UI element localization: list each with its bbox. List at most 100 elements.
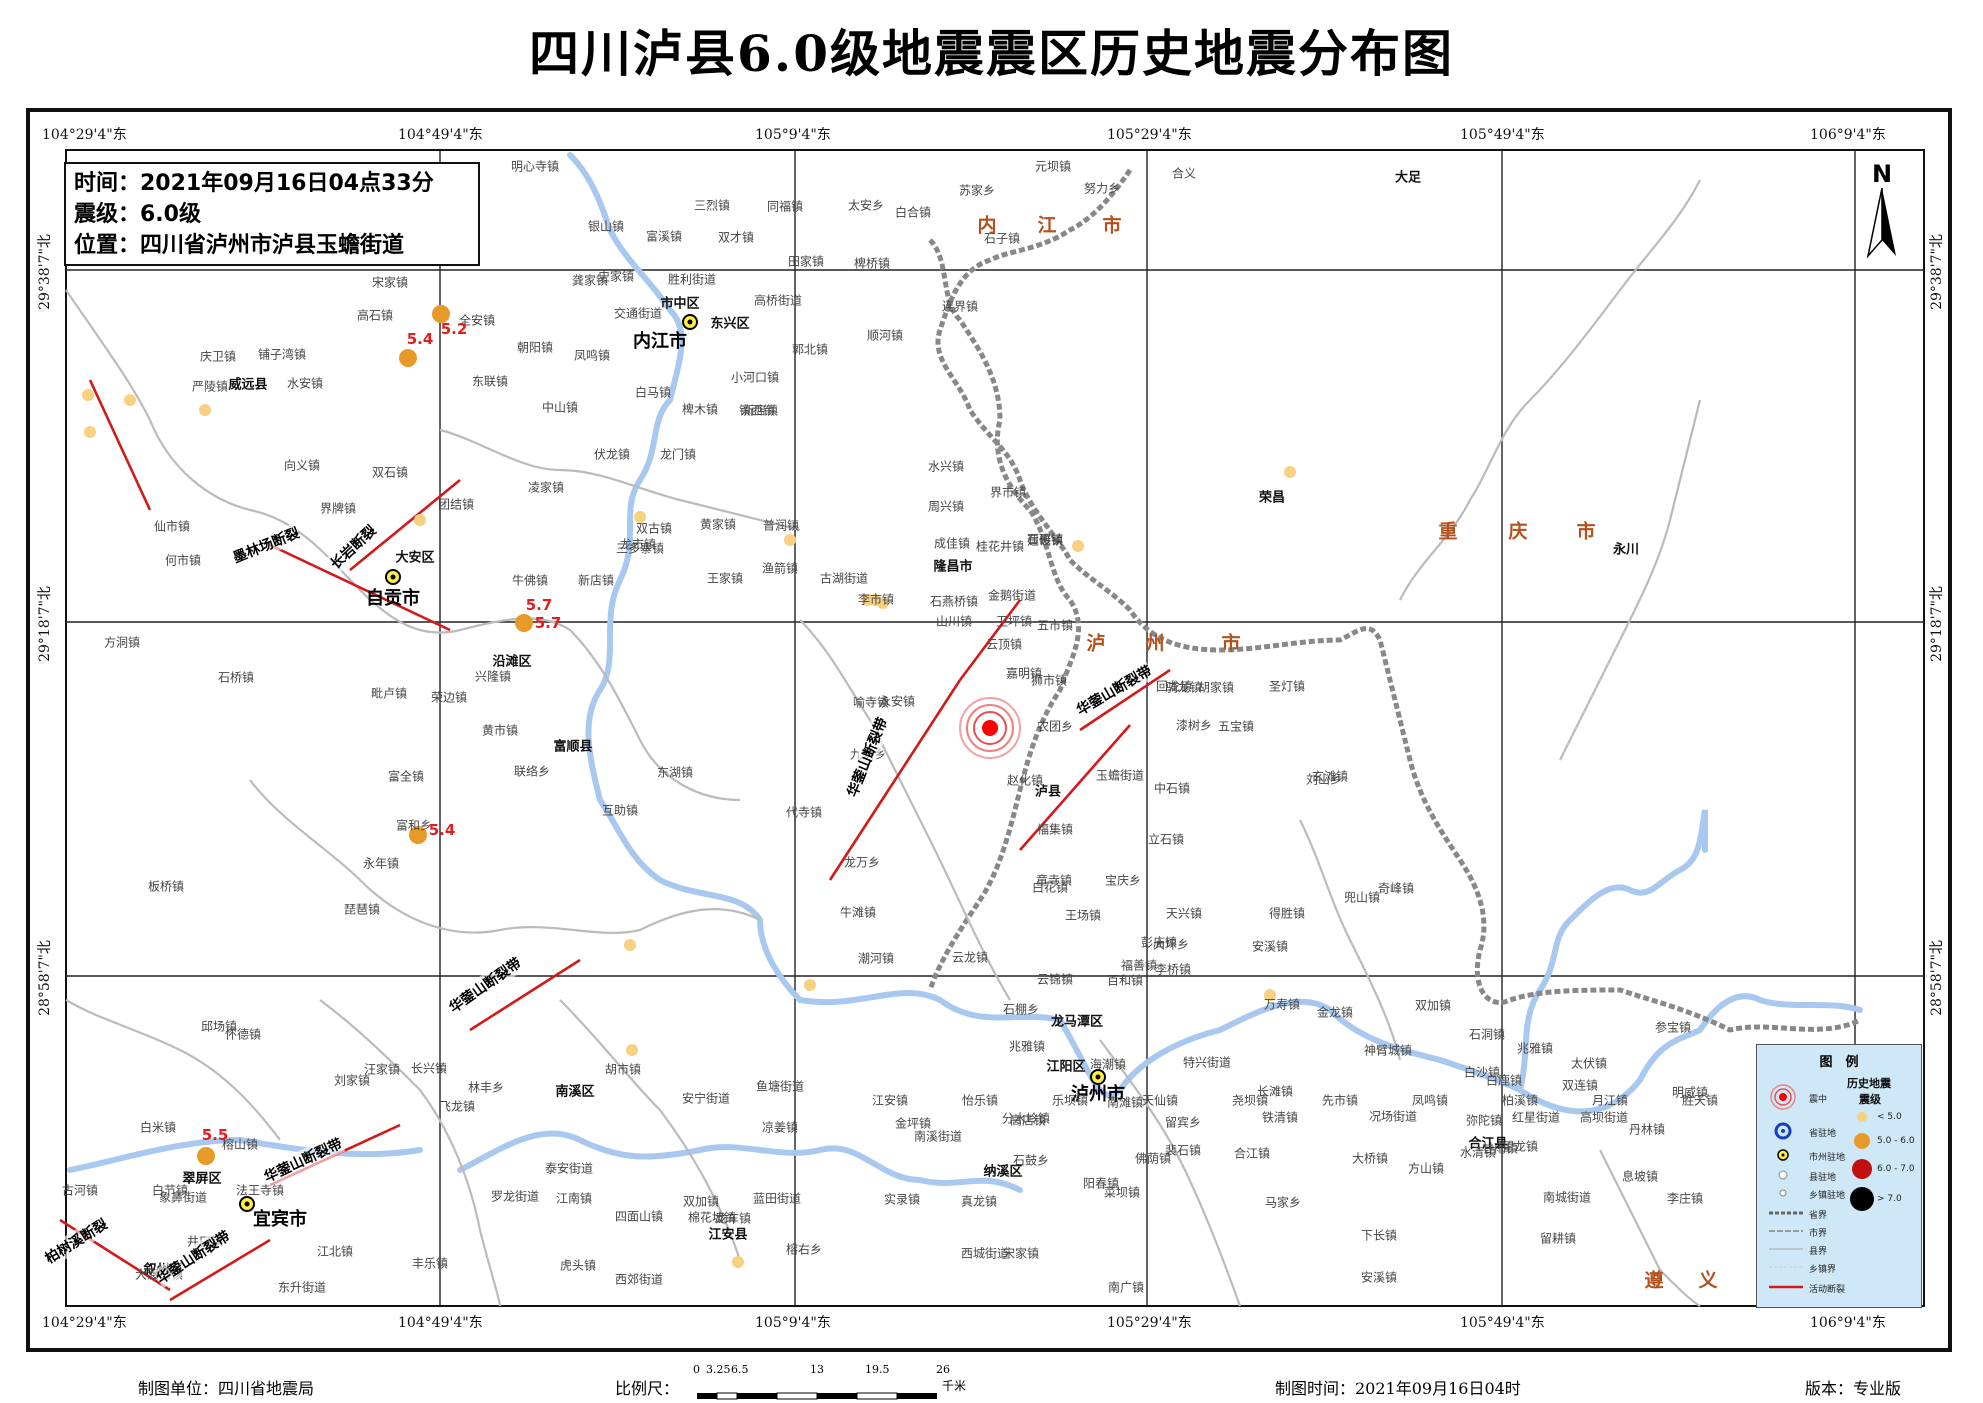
town-label: 龙门镇 [659, 447, 697, 462]
legend-epicenter: 震中 [1809, 1095, 1828, 1105]
town-label: 百和镇 [1106, 973, 1144, 988]
town-label: 双才镇 [717, 230, 755, 245]
city-label: 荣昌 [1258, 490, 1286, 506]
town-label: 古河镇 [61, 1183, 99, 1198]
city-label: 江安县 [708, 1227, 748, 1243]
lat-label-left: 29°38'7"北 [36, 234, 53, 310]
town-label: 狮市镇 [1030, 673, 1068, 688]
town-label: 回龙镇 [1155, 679, 1193, 694]
town-label: 白节镇 [151, 1183, 189, 1198]
town-label: 永安镇 [878, 694, 916, 709]
town-label: 东联镇 [471, 374, 509, 389]
city-label: 纳溪区 [983, 1164, 1023, 1180]
town-label: 板桥镇 [147, 879, 185, 894]
town-label: 连界镇 [941, 299, 979, 314]
town-label: 实录镇 [883, 1192, 921, 1207]
town-label: 太伏镇 [1570, 1056, 1608, 1071]
town-label: 互助镇 [601, 803, 639, 818]
town-label: 象鼻街道 [158, 1190, 208, 1205]
town-label: 万寿镇 [1263, 997, 1301, 1012]
fault-line [269, 543, 451, 632]
town-label: 兴隆镇 [474, 669, 512, 684]
scale-unit: 千米 [942, 1379, 967, 1393]
city-label: 南溪区 [555, 1084, 595, 1100]
town-label: 富全镇 [387, 769, 425, 784]
town-label: 水兴镇 [927, 459, 965, 474]
province-label: 州 [1145, 632, 1165, 655]
town-label: 农团乡 [1036, 719, 1074, 734]
town-label: 甘雨镇 [1481, 1141, 1519, 1156]
town-label: 大坪乡 [1152, 937, 1190, 952]
city-label: 市中区 [660, 296, 700, 312]
town-label: 西郊街道 [614, 1272, 664, 1287]
town-label: 同福镇 [766, 199, 804, 214]
town-label: 石洞镇 [1468, 1027, 1506, 1042]
town-label: 三烈镇 [693, 198, 731, 213]
town-label: 椑木镇 [681, 402, 719, 417]
town-label: 郭北镇 [791, 342, 829, 357]
fault-line [1019, 724, 1131, 851]
province-border [927, 168, 1862, 1033]
town-label: 神臂城镇 [1363, 1043, 1413, 1058]
town-label: 建设镇 [1026, 533, 1064, 548]
legend-history-title: 历史地震 [1847, 1077, 1891, 1090]
town-label: 椑桥镇 [853, 256, 891, 271]
town-label: 长兴镇 [410, 1061, 448, 1076]
town-label: 胡市镇 [604, 1062, 642, 1077]
north-arrow-icon [1866, 187, 1896, 259]
town-label: 周兴镇 [927, 499, 965, 514]
province-label: 内 [977, 214, 997, 237]
town-label: 界市镇 [989, 485, 1027, 500]
lon-label-bottom: 104°49'4"东 [398, 1315, 483, 1331]
province-label: 遵 [1644, 1269, 1664, 1292]
legend-m1: < 5.0 [1877, 1112, 1902, 1122]
city-label: 江阳区 [1046, 1059, 1086, 1075]
town-label: 丹林镇 [1628, 1122, 1666, 1137]
footer-time: 制图时间：2021年09月16日04时 [1275, 1379, 1521, 1398]
legend-symbols [1769, 1084, 1874, 1289]
legend-l3: 县界 [1809, 1247, 1828, 1257]
scale-bar [697, 1392, 937, 1400]
town-label: 安溪镇 [1251, 939, 1289, 954]
town-label: 云锦镇 [1036, 972, 1074, 987]
town-label: 凉姜镇 [761, 1120, 799, 1135]
town-label: 立石镇 [1147, 832, 1185, 847]
fault-line [88, 379, 152, 511]
legend-l1: 省界 [1809, 1211, 1828, 1221]
town-label: 石燕桥镇 [929, 594, 979, 609]
town-label: 新店镇 [577, 573, 615, 588]
city-label: 永川 [1612, 542, 1640, 558]
province-label: 义 [1698, 1269, 1718, 1292]
legend-township: 乡镇驻地 [1809, 1191, 1846, 1201]
prefecture-seats [239, 314, 1106, 1212]
info-time: 时间：2021年09月16日04点33分 [74, 171, 434, 196]
town-label: 白花镇 [1031, 880, 1069, 895]
town-label: 南城街道 [1542, 1190, 1592, 1205]
town-label: 方洞镇 [103, 635, 141, 650]
town-label: 何市镇 [164, 553, 202, 568]
city-label: 大足 [1394, 170, 1422, 186]
town-label: 刘家镇 [333, 1073, 371, 1088]
town-label: 五市镇 [1036, 618, 1074, 633]
province-label: 江 [1037, 214, 1057, 237]
town-label: 红星街道 [1511, 1110, 1561, 1125]
town-label: 琵琶镇 [343, 902, 381, 917]
town-label: 怀德镇 [224, 1027, 262, 1042]
town-label: 先市镇 [1321, 1093, 1359, 1108]
town-label: 牛佛镇 [511, 573, 549, 588]
town-label: 法王寺镇 [235, 1183, 285, 1198]
town-label: 怡乐镇 [961, 1093, 999, 1108]
town-label: 息坡镇 [1621, 1169, 1659, 1184]
town-label: 向义镇 [283, 458, 321, 473]
scale-tick: 3.25 [706, 1363, 731, 1376]
town-label: 水清镇 [1459, 1145, 1497, 1160]
province-label: 市 [1102, 214, 1122, 237]
city-label: 威远县 [228, 377, 268, 393]
town-label: 田家镇 [787, 254, 825, 269]
town-label: 望龙镇 [1501, 1139, 1539, 1154]
info-location: 位置：四川省泸州市泸县玉蟾街道 [74, 233, 405, 258]
legend-capital: 省驻地 [1809, 1129, 1837, 1139]
town-label: 毗卢镇 [370, 686, 408, 701]
lon-label-top: 105°9'4"东 [755, 127, 831, 143]
